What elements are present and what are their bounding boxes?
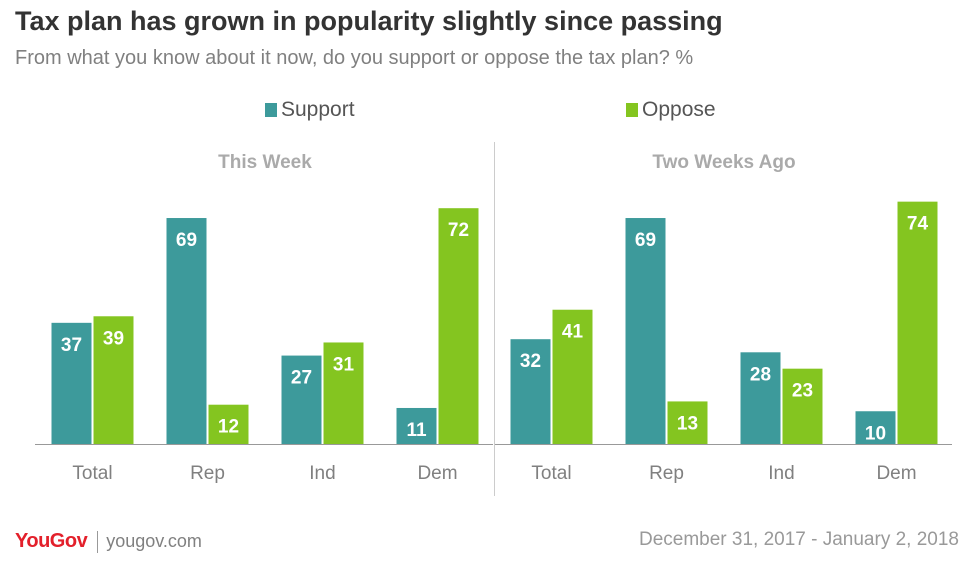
data-label-this-week-rep-support: 69 [176, 230, 197, 251]
data-label-this-week-rep-oppose: 12 [218, 417, 239, 438]
bar-two-weeks-ago-ind-support [740, 352, 781, 444]
legend-label-support: Support [281, 98, 355, 121]
bar-this-week-ind-oppose [323, 342, 364, 444]
bar-two-weeks-ago-dem-oppose [897, 201, 938, 444]
data-label-two-weeks-ago-rep-oppose: 13 [677, 413, 698, 434]
yougov-logo: YouGov [15, 530, 88, 552]
data-label-this-week-total-oppose: 39 [103, 328, 124, 349]
tick-label-this-week-total: Total [72, 463, 112, 484]
data-label-two-weeks-ago-dem-support: 10 [865, 423, 886, 444]
tick-label-two-weeks-ago-dem: Dem [876, 463, 916, 484]
legend: Support Oppose [0, 98, 977, 124]
bar-two-weeks-ago-rep-support [625, 218, 666, 444]
data-label-two-weeks-ago-ind-support: 28 [750, 364, 771, 385]
bar-two-weeks-ago-dem-support [855, 411, 896, 444]
tick-label-two-weeks-ago-total: Total [531, 463, 571, 484]
tick-label-this-week-dem: Dem [417, 463, 457, 484]
bar-this-week-rep-oppose [208, 404, 249, 444]
data-label-two-weeks-ago-total-support: 32 [520, 351, 541, 372]
data-label-two-weeks-ago-rep-support: 69 [635, 230, 656, 251]
bar-this-week-total-oppose [93, 316, 134, 444]
bar-two-weeks-ago-ind-oppose [782, 368, 823, 444]
data-label-two-weeks-ago-ind-oppose: 23 [792, 381, 813, 402]
legend-swatch-support [265, 103, 277, 117]
bar-two-weeks-ago-total-support [510, 339, 551, 444]
bar-this-week-total-support [51, 322, 92, 444]
legend-item-oppose: Oppose [626, 98, 716, 122]
legend-swatch-oppose [626, 103, 638, 117]
site-link[interactable]: yougov.com [106, 531, 202, 551]
chart-title: Tax plan has grown in popularity slightl… [15, 6, 723, 36]
data-label-this-week-dem-support: 11 [406, 420, 427, 441]
data-label-this-week-ind-oppose: 31 [333, 354, 355, 375]
panel-title-two-weeks-ago: Two Weeks Ago [652, 152, 795, 173]
footer: YouGov yougov.com [15, 530, 202, 553]
data-label-this-week-total-support: 37 [61, 335, 82, 356]
bar-two-weeks-ago-total-oppose [552, 309, 593, 444]
tick-label-this-week-rep: Rep [190, 463, 225, 484]
footer-divider [97, 530, 99, 553]
tick-label-this-week-ind: Ind [309, 463, 335, 484]
bar-this-week-ind-support [281, 355, 322, 444]
data-label-this-week-ind-support: 27 [291, 368, 312, 389]
data-label-two-weeks-ago-total-oppose: 41 [562, 322, 584, 343]
bar-two-weeks-ago-rep-oppose [667, 401, 708, 444]
data-label-two-weeks-ago-dem-oppose: 74 [907, 214, 929, 235]
tick-label-two-weeks-ago-ind: Ind [768, 463, 794, 484]
legend-label-oppose: Oppose [642, 98, 716, 121]
chart-subtitle: From what you know about it now, do you … [15, 47, 694, 69]
bar-this-week-dem-support [396, 407, 437, 444]
data-label-this-week-dem-oppose: 72 [448, 220, 469, 241]
bar-this-week-rep-support [166, 218, 207, 444]
panel-title-this-week: This Week [218, 152, 312, 173]
legend-item-support: Support [265, 98, 355, 122]
bar-this-week-dem-oppose [438, 208, 479, 444]
tick-label-two-weeks-ago-rep: Rep [649, 463, 684, 484]
date-range: December 31, 2017 - January 2, 2018 [638, 529, 959, 550]
